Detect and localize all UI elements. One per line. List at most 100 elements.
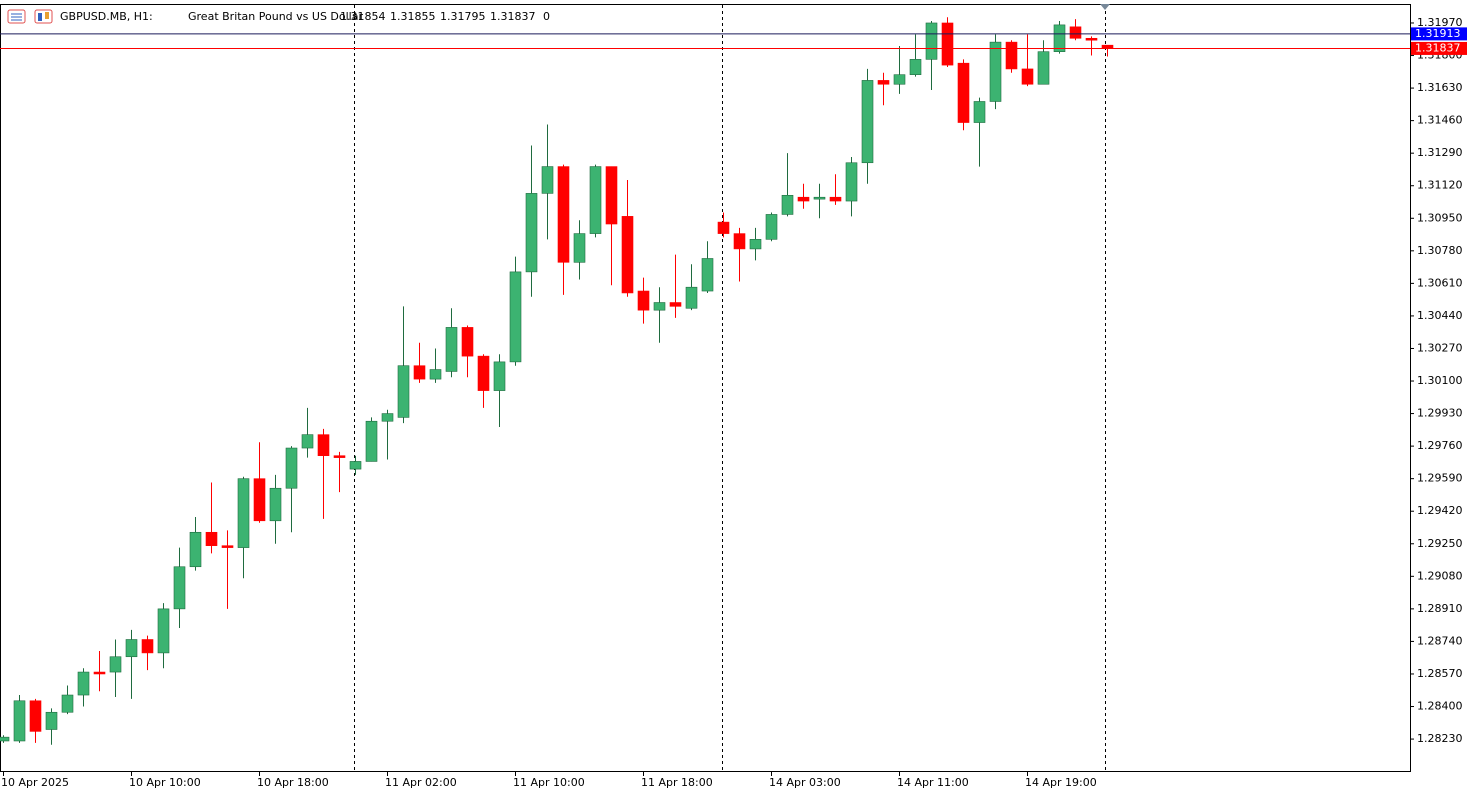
candle-body [237,478,250,548]
header-low: 1.31795 [440,10,486,23]
y-tick-label: 1.28910 [1417,602,1463,615]
header-high: 1.31855 [390,10,436,23]
x-tick-label: 10 Apr 2025 [1,776,69,789]
candle-body [669,302,682,307]
icon [38,13,42,21]
candle-body [461,327,474,357]
y-tick-label: 1.28230 [1417,732,1463,745]
candle-body [333,455,346,458]
chart-title: GBPUSD.MB, H1: [60,10,153,23]
candle-body [893,74,906,85]
y-tick-label: 1.31460 [1417,114,1463,127]
candle-body [957,62,970,123]
candle-body [109,656,122,673]
candle-body [93,671,106,675]
candle-body [413,365,426,380]
candle-body [189,531,202,568]
candle-body [637,290,650,311]
candle-body [317,434,330,456]
candle-body [1053,24,1066,52]
candle-body [653,302,666,311]
candle-body [909,59,922,75]
candle-body [605,166,618,225]
candle-body [1037,51,1050,85]
candle-body [141,639,154,654]
candle-body [269,487,282,522]
y-tick-label: 1.29760 [1417,439,1463,452]
candle-body [701,258,714,292]
y-tick-label: 1.31120 [1417,179,1463,192]
separators [354,5,1106,771]
y-tick-label: 1.30780 [1417,244,1463,257]
candle-body [397,365,410,418]
candle-body [989,41,1002,102]
ask-label: 1.31913 [1415,27,1461,40]
candle-body [829,196,842,202]
x-tick-label: 10 Apr 18:00 [257,776,329,789]
x-tick-label: 11 Apr 10:00 [513,776,585,789]
candle-body [749,239,762,250]
x-tick-label: 14 Apr 19:00 [1025,776,1097,789]
x-tick-label: 14 Apr 03:00 [769,776,841,789]
header-spread: 0 [543,10,550,23]
candle-body [157,608,170,654]
x-tick-label: 11 Apr 02:00 [385,776,457,789]
y-tick-label: 1.30270 [1417,341,1463,354]
candle-body [349,461,362,470]
candle-body [301,434,314,449]
y-tick-label: 1.31630 [1417,81,1463,94]
y-tick-label: 1.29420 [1417,504,1463,517]
candle-body [621,216,634,294]
candle-body [589,166,602,234]
y-tick-label: 1.29930 [1417,407,1463,420]
y-tick-label: 1.30100 [1417,374,1463,387]
candle-body [45,711,58,730]
y-tick-label: 1.28740 [1417,634,1463,647]
candle-body [477,355,490,391]
candle-body [493,361,506,391]
bid-label: 1.31837 [1415,41,1461,54]
candle-body [509,271,522,363]
y-tick-label: 1.28400 [1417,700,1463,713]
candle-body [381,413,394,422]
candle-body [13,700,26,742]
y-tick-label: 1.30950 [1417,211,1463,224]
candle-body [285,447,298,489]
candle-body [1085,37,1098,41]
shift-marker [1100,4,1110,10]
candle-body [1005,41,1018,70]
chart-subtitle: Great Britan Pound vs US Dollar [188,10,363,23]
candle-body [733,233,746,250]
bid-label-bg [1411,41,1467,55]
y-tick-label: 1.30610 [1417,276,1463,289]
header-close: 1.31837 [490,10,536,23]
candle-body [797,196,810,202]
candle-body [77,671,90,696]
candle-body [973,101,986,123]
candle-body [861,80,874,164]
candle-body [365,420,378,462]
icon [34,9,53,24]
candle-body [557,166,570,263]
y-tick-label: 1.29080 [1417,569,1463,582]
candle-body [813,196,826,200]
candle-body [877,80,890,85]
candle-body [765,214,778,240]
candle-body [29,700,42,732]
candle-body [125,639,138,658]
candle-body [845,162,858,202]
ask-label-bg [1411,27,1467,41]
y-tick-label: 1.29250 [1417,537,1463,550]
candle-body [253,478,266,522]
x-tick-label: 14 Apr 11:00 [897,776,969,789]
candle-body [429,369,442,380]
plot-frame [0,4,1411,772]
candle-body [941,22,954,66]
y-tick-label: 1.31970 [1417,16,1463,29]
y-tick-label: 1.30440 [1417,309,1463,322]
candle-body [925,22,938,60]
candle-body [573,233,586,263]
candle-body [1021,68,1034,85]
